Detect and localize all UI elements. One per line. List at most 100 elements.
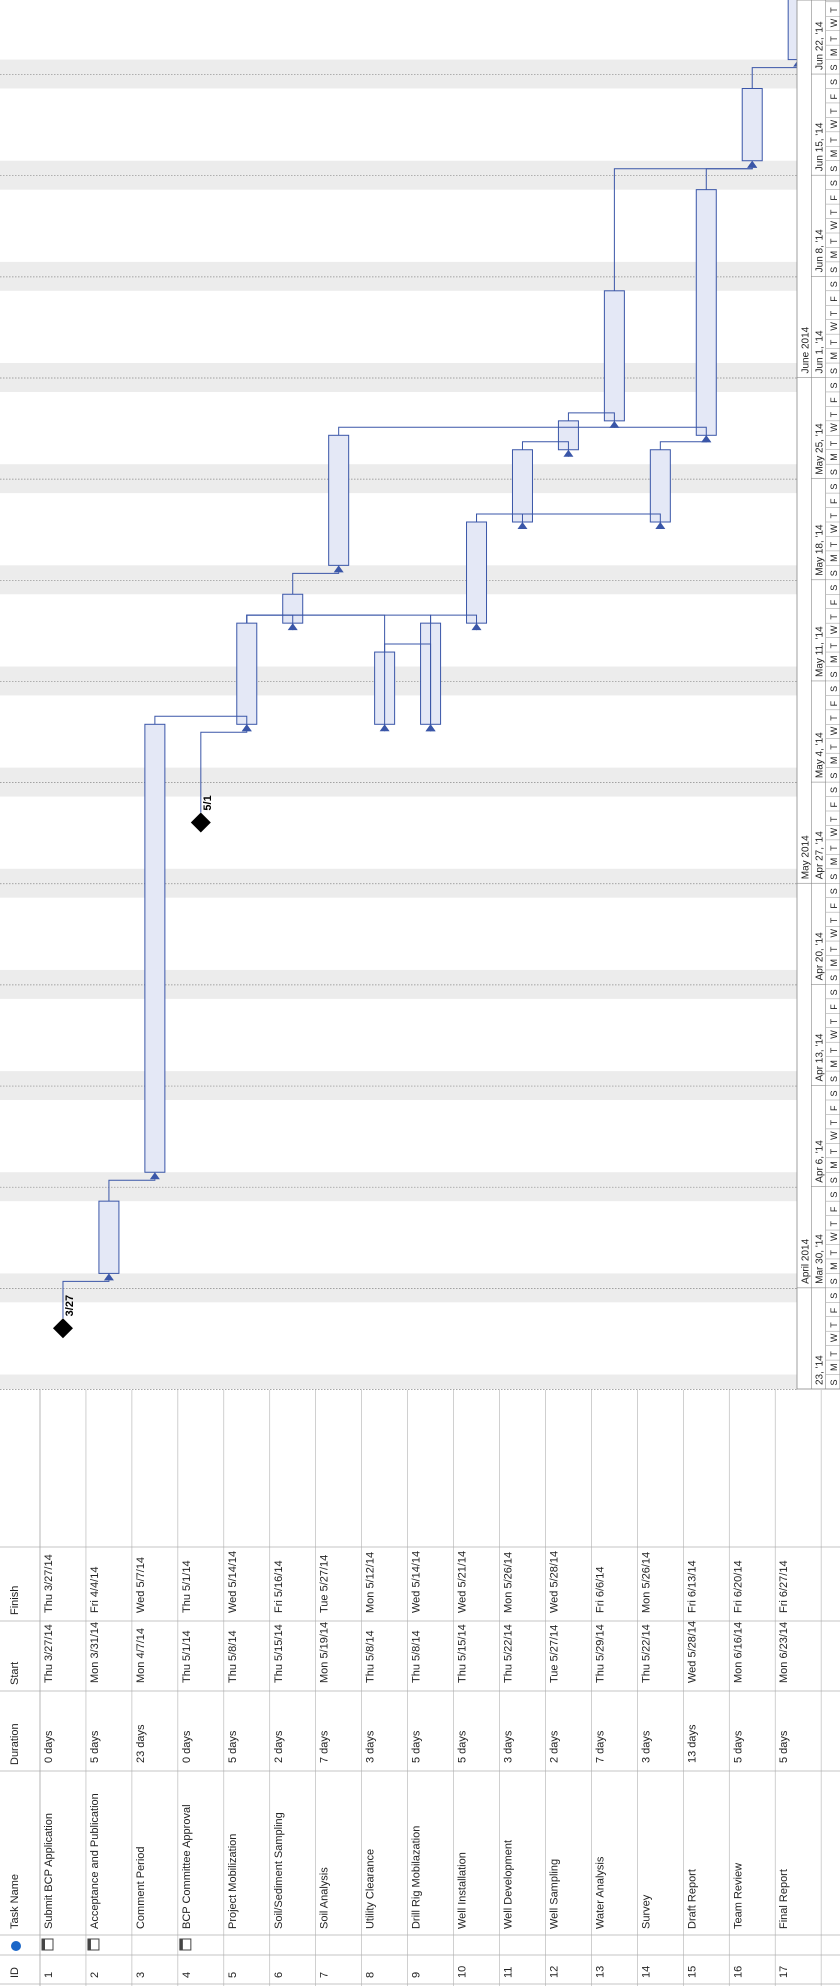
dependency-link: [108, 1179, 156, 1202]
nonworking-day: [0, 377, 797, 392]
week-label: Apr 27, '14: [815, 831, 826, 879]
nonworking-day: [0, 1071, 797, 1086]
row-finish: Mon 5/12/14: [365, 1552, 377, 1613]
nonworking-day: [0, 464, 797, 479]
day-letter: M: [829, 959, 839, 967]
task-bar-15[interactable]: [695, 189, 717, 436]
link-arrowhead: [333, 565, 344, 573]
nonworking-day: [0, 984, 797, 999]
row-start: Mon 6/16/14: [732, 1622, 744, 1683]
milestone-1[interactable]: [52, 1318, 73, 1339]
week-label: Jun 8, '14: [815, 229, 826, 272]
dependency-link: [200, 731, 248, 813]
day-letter: M: [829, 150, 839, 158]
header-id: ID: [9, 1967, 21, 1978]
row-id: 10: [457, 1966, 469, 1978]
day-letter: M: [829, 1161, 839, 1169]
day-letter: W: [829, 929, 839, 938]
dependency-links: [62, 59, 804, 1319]
week-label: May 4, '14: [815, 732, 826, 778]
day-letter: S: [829, 1177, 839, 1183]
row-id: 8: [365, 1972, 377, 1978]
day-letter: F: [829, 1206, 839, 1212]
milestone-4[interactable]: [190, 812, 211, 833]
row-start: Mon 6/23/14: [778, 1622, 790, 1683]
month-label: June 2014: [800, 326, 811, 373]
row-start: Mon 3/31/14: [89, 1622, 101, 1683]
row-finish: Wed 5/14/14: [411, 1551, 423, 1613]
task-bar-3[interactable]: [144, 723, 166, 1173]
task-bar-11[interactable]: [511, 449, 533, 523]
day-letter: T: [829, 1018, 839, 1024]
day-letter: T: [829, 1249, 839, 1255]
day-letter: W: [829, 221, 839, 230]
dependency-link: [62, 1280, 110, 1319]
day-letter: M: [829, 1262, 839, 1270]
task-bar-2[interactable]: [98, 1200, 120, 1274]
row-finish: Thu 3/27/14: [43, 1554, 55, 1613]
timescale-header: April 2014 May 2014 June 2014 Mar 30, '14 Ap…: [796, 0, 840, 1390]
day-letter: S: [829, 484, 839, 490]
day-letter: W: [829, 18, 839, 27]
row-start: Thu 5/8/14: [411, 1630, 423, 1683]
row-start: Mon 4/7/14: [135, 1628, 147, 1683]
calendar-icon-band: [179, 1939, 183, 1950]
row-duration: 7 days: [594, 1730, 606, 1763]
task-bar-7[interactable]: [328, 434, 350, 566]
link-arrowhead: [103, 1273, 114, 1281]
day-letter: F: [829, 397, 839, 403]
row-start: Tue 5/27/14: [548, 1625, 560, 1683]
task-table: ID Task Name Duration Start Finish 1 Submit BC…: [0, 1390, 840, 1986]
nonworking-day: [0, 1186, 797, 1202]
row-id: 6: [273, 1972, 285, 1978]
dependency-link: [384, 643, 432, 732]
row-duration: 5 days: [227, 1730, 239, 1763]
header-duration: Duration: [9, 1723, 21, 1765]
row-task-name: Drill Rig Mobilazation: [411, 1826, 423, 1929]
day-letter: S: [829, 1076, 839, 1082]
day-letter: F: [829, 1004, 839, 1010]
nonworking-day: [0, 883, 797, 898]
day-letter: S: [829, 874, 839, 880]
task-bar-16[interactable]: [741, 88, 763, 162]
day-letter: S: [829, 585, 839, 591]
task-bar-13[interactable]: [603, 290, 625, 422]
row-id: 2: [89, 1972, 101, 1978]
day-letter: W: [829, 827, 839, 836]
month-label: May 2014: [800, 835, 811, 879]
row-id: 3: [135, 1972, 147, 1978]
row-finish: Wed 5/14/14: [227, 1551, 239, 1613]
link-arrowhead: [747, 160, 758, 168]
row-id: 7: [319, 1972, 331, 1978]
day-letter: F: [829, 296, 839, 302]
row-task-name: Utility Clearance: [365, 1849, 377, 1929]
day-letter: T: [829, 1119, 839, 1125]
day-letter: T: [829, 1221, 839, 1227]
week-label: Jun 1, '14: [815, 330, 826, 373]
day-letter: S: [829, 166, 839, 172]
calendar-icon-band: [42, 1939, 45, 1950]
row-finish: Fri 6/27/14: [778, 1560, 790, 1613]
day-letter: M: [829, 554, 839, 562]
day-letter: T: [829, 108, 839, 114]
day-letter: F: [829, 195, 839, 201]
link-arrowhead: [471, 623, 482, 631]
row-duration: 3 days: [640, 1730, 652, 1763]
row-finish: Fri 5/16/14: [273, 1560, 285, 1613]
row-finish: Wed 5/21/14: [457, 1551, 469, 1613]
day-letter: T: [829, 209, 839, 215]
day-letter: M: [829, 352, 839, 360]
row-id: 1: [43, 1972, 55, 1978]
row-duration: 3 days: [503, 1730, 515, 1763]
nonworking-day: [0, 1273, 797, 1288]
link-arrowhead: [517, 522, 528, 529]
row-duration: 13 days: [686, 1724, 698, 1763]
day-letter: S: [829, 989, 839, 995]
task-bar-14[interactable]: [649, 449, 671, 523]
header-task-name: Task Name: [9, 1874, 21, 1929]
task-bar-10[interactable]: [466, 521, 488, 624]
task-bar-5[interactable]: [236, 622, 258, 725]
row-duration: 5 days: [89, 1730, 101, 1763]
day-letter: F: [829, 1307, 839, 1313]
